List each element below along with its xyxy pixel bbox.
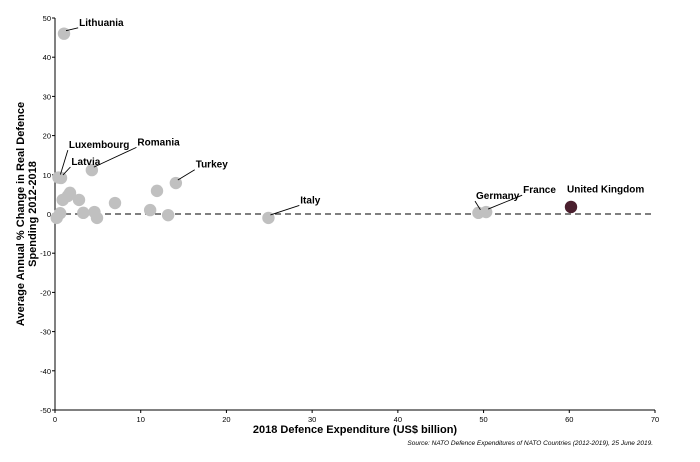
y-tick-label: 10	[43, 171, 51, 180]
y-tick-label: 0	[47, 210, 51, 219]
label-italy: Italy	[300, 195, 320, 206]
leader-line-turkey	[177, 169, 195, 181]
point-united-kingdom	[564, 200, 578, 214]
point-turkey	[169, 176, 183, 190]
y-tick-label: -30	[40, 328, 51, 337]
x-tick-label: 60	[565, 415, 573, 424]
x-tick-label: 0	[53, 415, 57, 424]
y-tick-label: -10	[40, 249, 51, 258]
point-italy	[262, 211, 275, 225]
leader-line-latvia	[62, 166, 71, 176]
source-note: Source: NATO Defence Expenditures of NAT…	[407, 440, 653, 447]
y-axis-label-line1: Average Annual % Change in Real Defence	[15, 102, 27, 326]
leader-line-france	[487, 194, 523, 210]
label-lithuania: Lithuania	[79, 18, 124, 29]
y-tick-label: 30	[43, 92, 51, 101]
data-point	[77, 206, 90, 220]
point-lithuania	[57, 27, 71, 40]
y-tick-label: -20	[40, 288, 51, 297]
leader-line-italy	[270, 204, 300, 216]
y-tick-label: 20	[43, 132, 51, 141]
x-axis-label: 2018 Defence Expenditure (US$ billion)	[253, 424, 458, 436]
label-turkey: Turkey	[196, 160, 228, 171]
leader-line-romania	[93, 146, 137, 168]
label-romania: Romania	[137, 137, 180, 148]
leader-line-lithuania	[65, 27, 79, 32]
leader-line-germany	[474, 200, 481, 211]
x-tick-label: 30	[308, 415, 316, 424]
label-luxembourg: Luxembourg	[69, 140, 130, 151]
x-tick-label: 70	[651, 415, 659, 424]
data-point	[150, 184, 164, 198]
x-tick-label: 20	[222, 415, 230, 424]
data-point	[108, 196, 122, 210]
leader-line-luxembourg	[59, 150, 69, 175]
x-tick-label: 10	[137, 415, 145, 424]
y-tick-label: -50	[40, 406, 51, 415]
label-united-kingdom: United Kingdom	[567, 184, 644, 195]
label-france: France	[523, 185, 556, 196]
point-latvia	[54, 171, 68, 185]
data-point	[53, 207, 67, 220]
x-tick-label: 50	[479, 415, 487, 424]
y-tick-label: -40	[40, 367, 51, 376]
data-point	[63, 186, 77, 200]
y-axis-label-line2: Spending 2012-2018	[27, 161, 39, 267]
data-point	[161, 208, 175, 222]
data-point	[72, 193, 86, 207]
y-tick-label: 50	[43, 14, 51, 23]
y-tick-label: 40	[43, 53, 51, 62]
x-tick-label: 40	[394, 415, 402, 424]
label-latvia: Latvia	[71, 157, 100, 168]
data-point	[90, 211, 104, 225]
data-point	[143, 203, 157, 217]
label-germany: Germany	[476, 191, 520, 202]
